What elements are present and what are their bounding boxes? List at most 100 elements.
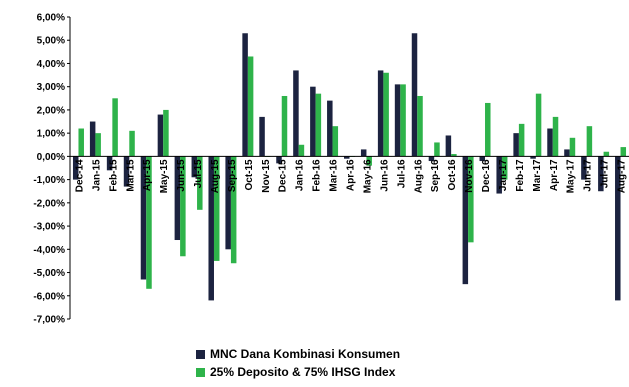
x-tick-label: Jan-15 [91,159,102,191]
y-tick-label: -1,00% [33,175,65,186]
bar-benchmark [95,133,101,157]
bar-mnc [462,156,469,285]
bar-mnc [564,149,570,157]
bar-mnc [615,156,621,301]
y-tick-label: -3,00% [33,222,65,233]
legend-item-mnc: MNC Dana Kombinasi Konsumen [196,345,400,363]
bar-mnc [225,156,231,250]
y-tick-label: -5,00% [33,268,65,279]
bar-mnc [191,156,198,178]
y-tick-label: 6,00% [37,13,65,24]
x-tick-label: Dec-16 [481,159,492,192]
legend-label-mnc: MNC Dana Kombinasi Konsumen [210,347,401,361]
bar-benchmark [417,95,423,157]
bar-mnc [377,70,384,157]
bar-benchmark [332,126,339,157]
x-tick-label: Aug-15 [210,159,221,193]
y-tick-label: 0,00% [37,152,65,163]
bar-mnc [344,156,350,159]
bar-benchmark [569,137,576,157]
x-tick-label: Mar-16 [329,159,340,192]
bar-mnc [411,33,418,157]
bar-benchmark [230,156,237,264]
bar-benchmark [518,123,525,157]
y-tick-label: 3,00% [37,82,65,93]
y-tick-label: -6,00% [33,291,65,302]
bar-mnc [293,70,299,157]
y-tick-label: 5,00% [37,36,65,47]
y-axis-tick-labels: 6,00% 5,00% 4,00% 3,00% 2,00% 1,00% 0,00% -1,00… [33,13,70,326]
x-tick-label: Jun-17 [583,159,594,192]
bar-benchmark [78,128,84,157]
bar-mnc [72,156,79,180]
x-tick-label: Feb-17 [515,159,526,192]
bar-benchmark [400,84,406,157]
legend-label-benchmark: 25% Deposito & 75% IHSG Index [210,365,396,379]
bar-benchmark [112,98,118,157]
x-tick-label: May-17 [566,159,577,193]
x-axis-tick-labels: Dec-14 Jan-15 Feb-15 Mar-15 Apr-15 May-15 Jun-… [74,159,627,193]
x-tick-label: Jan-16 [295,159,306,191]
x-tick-label: Feb-16 [312,159,323,192]
bar-benchmark [298,144,305,157]
bar-benchmark [468,156,474,243]
bar-benchmark [247,56,254,157]
bar-benchmark [434,142,440,157]
bar-benchmark [620,147,627,157]
x-tick-label: Sep-16 [430,159,441,192]
bar-mnc [140,156,147,280]
x-tick-label: Nov-15 [261,159,272,193]
legend-item-benchmark: 25% Deposito & 75% IHSG Index [196,363,400,381]
bar-benchmark [163,109,169,157]
legend-swatch-benchmark [196,367,205,377]
bar-benchmark [146,156,152,289]
bars [72,33,627,301]
bar-benchmark [281,95,288,157]
bar-mnc [479,156,486,162]
x-tick-label: Dec-15 [278,159,289,192]
x-tick-label: Apr-16 [346,159,357,191]
bar-benchmark [535,93,542,157]
bar-benchmark [485,102,491,157]
x-tick-label: Nov-16 [464,159,475,193]
x-tick-label: Jul-16 [396,159,407,188]
legend-swatch-mnc [196,349,205,359]
x-tick-label: May-16 [362,159,373,193]
bar-benchmark [197,156,203,210]
bar-benchmark [129,130,135,157]
y-tick-label: 1,00% [37,129,65,140]
x-tick-label: Sep-15 [227,159,238,192]
bar-mnc [208,156,214,301]
x-tick-label: Aug-17 [617,159,628,193]
bar-benchmark [552,116,559,157]
bar-mnc [360,149,367,157]
x-tick-label: Jan-17 [498,159,509,191]
x-tick-label: Jun-15 [176,159,187,192]
bar-mnc [445,135,452,157]
bar-benchmark [586,126,593,157]
bar-mnc [259,116,265,157]
bar-mnc [310,86,316,157]
bar-mnc [276,156,282,164]
bar-mnc [157,114,164,157]
bar-benchmark [383,72,389,157]
bar-mnc [513,133,519,157]
x-tick-label: Oct-15 [244,159,255,191]
bar-benchmark [603,151,610,157]
bar-mnc [174,156,181,241]
x-tick-label: May-15 [159,159,170,193]
bar-benchmark [213,156,220,261]
bar-mnc [394,84,401,157]
x-tick-label: Oct-16 [447,159,458,191]
bar-mnc [530,156,536,159]
x-tick-label: Mar-15 [125,159,136,192]
bar-mnc [428,156,435,162]
y-tick-label: -2,00% [33,198,65,209]
bar-mnc [123,156,130,187]
bar-mnc [581,156,587,180]
bar-mnc [496,156,502,194]
x-tick-label: Apr-17 [549,159,560,191]
bar-benchmark [451,154,457,157]
x-tick-label: Dec-14 [74,159,85,192]
